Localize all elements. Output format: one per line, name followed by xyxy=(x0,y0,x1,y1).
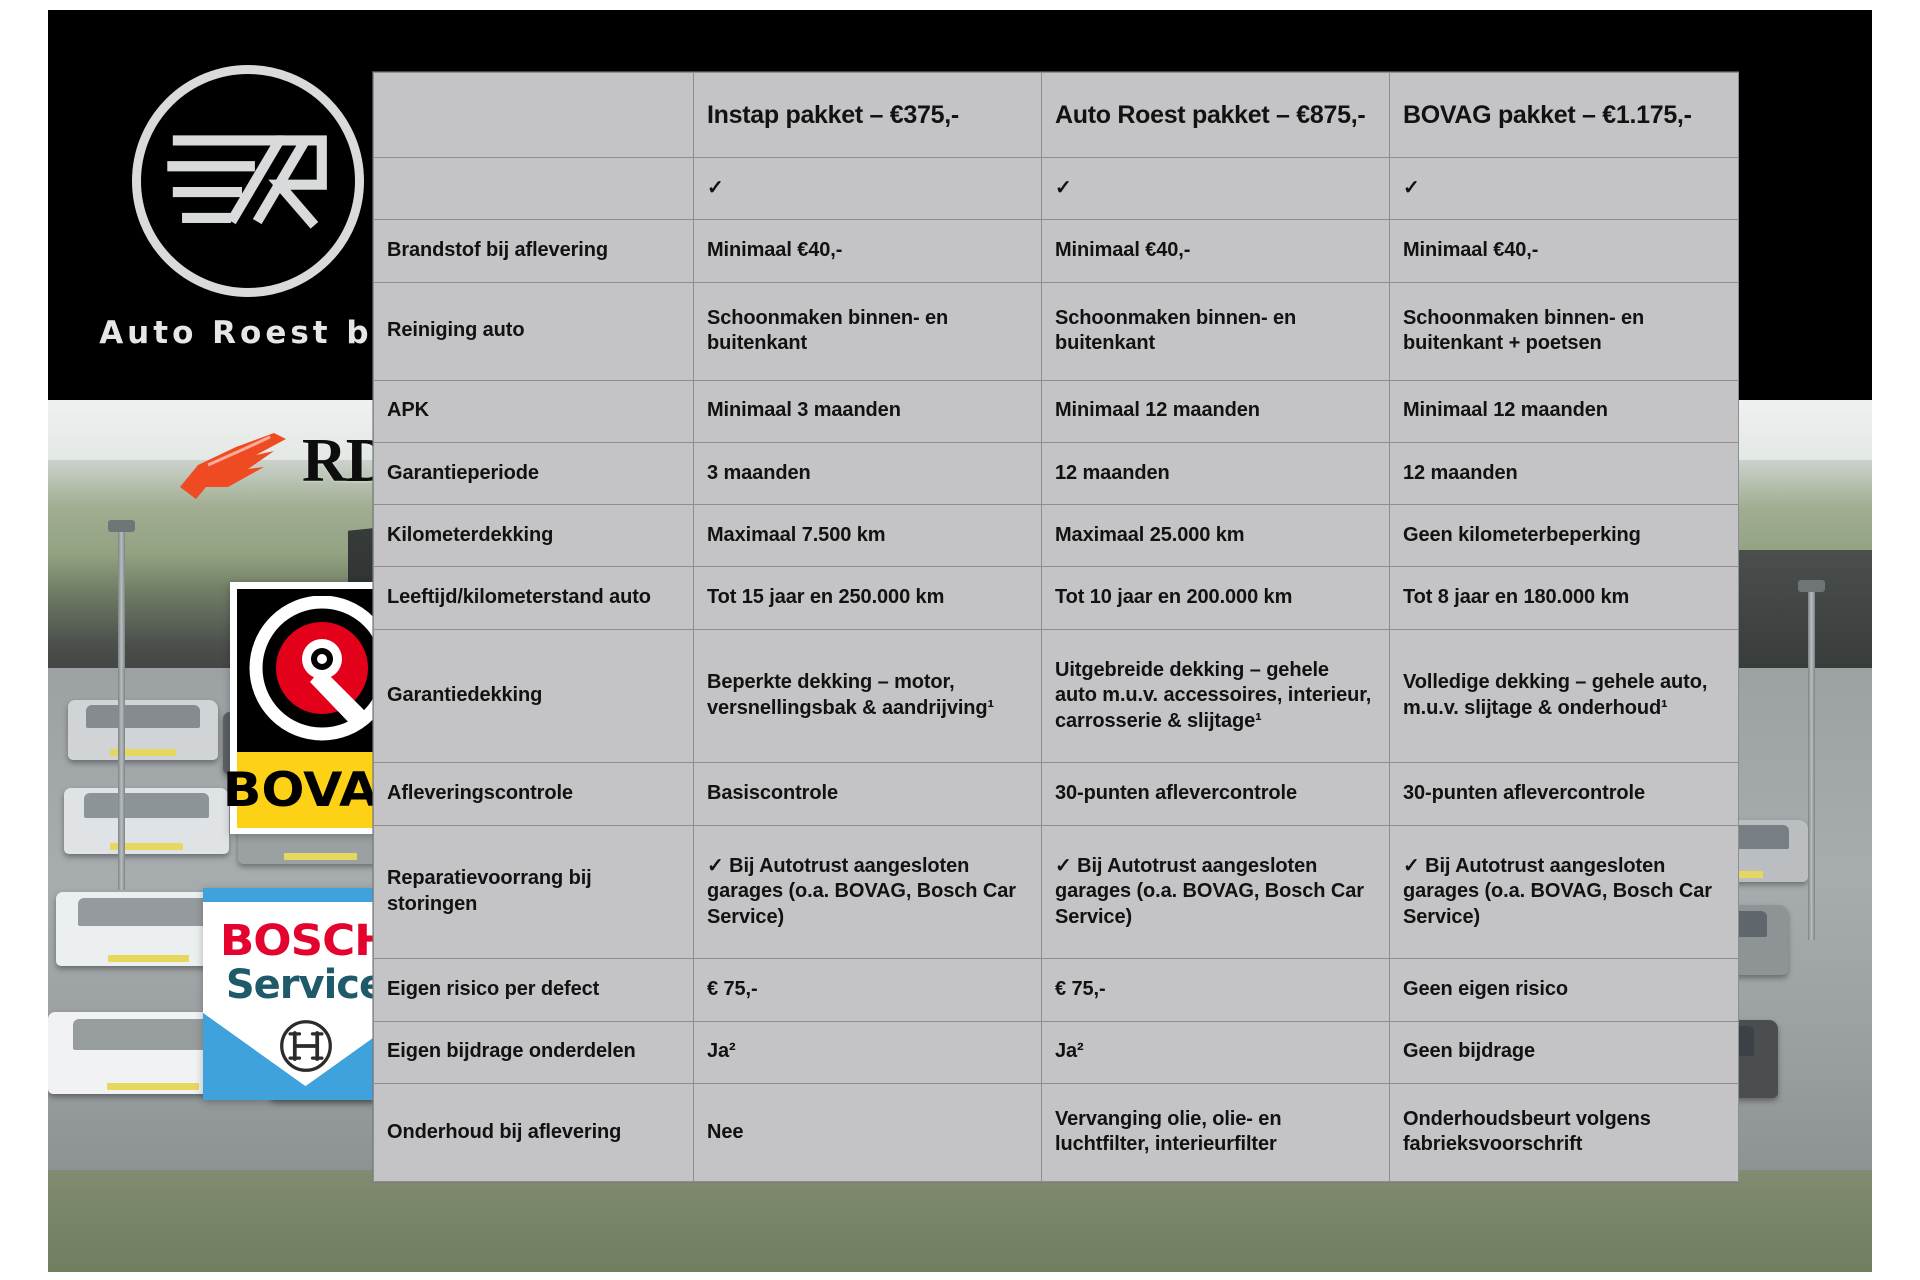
row-label: Garantieperiode xyxy=(373,441,694,506)
rdw-orange-car-icon xyxy=(178,421,298,501)
table-row: Eigen bijdrage onderdelen Ja² Ja² Geen b… xyxy=(373,1020,1739,1084)
row-value-instap: ✓ Bij Autotrust aangesloten garages (o.a… xyxy=(693,824,1042,960)
auto-roest-circle-7r-mark xyxy=(132,65,364,297)
row-value-bovag: ✓ Bij Autotrust aangesloten garages (o.a… xyxy=(1389,824,1739,960)
row-value-bovag: 12 maanden xyxy=(1389,441,1739,506)
table-row: ✓ ✓ ✓ xyxy=(373,157,1739,221)
row-value-instap: Nee xyxy=(693,1082,1042,1183)
row-value-instap: Schoonmaken binnen- en buitenkant xyxy=(693,281,1042,381)
row-value-autoroest: ✓ xyxy=(1041,157,1390,221)
table-row: Reiniging auto Schoonmaken binnen- en bu… xyxy=(373,281,1739,381)
row-value-autoroest: 30-punten aflevercontrole xyxy=(1041,762,1390,826)
row-value-bovag: Geen kilometerbeperking xyxy=(1389,504,1739,568)
row-value-instap: Basiscontrole xyxy=(693,762,1042,826)
header-cell-autoroest: Auto Roest pakket – €875,- xyxy=(1041,71,1390,159)
table-row: APK Minimaal 3 maanden Minimaal 12 maand… xyxy=(373,379,1739,443)
seven-r-icon xyxy=(167,135,327,229)
table-row: Eigen risico per defect € 75,- € 75,- Ge… xyxy=(373,958,1739,1022)
row-label: Onderhoud bij aflevering xyxy=(373,1082,694,1183)
comparison-table: Instap pakket – €375,- Auto Roest pakket… xyxy=(373,71,1739,1183)
row-value-autoroest: Uitgebreide dekking – gehele auto m.u.v.… xyxy=(1041,628,1390,764)
table-row: Onderhoud bij aflevering Nee Vervanging … xyxy=(373,1082,1739,1183)
row-value-instap: € 75,- xyxy=(693,958,1042,1022)
row-value-bovag: Onderhoudsbeurt volgens fabrieksvoorschr… xyxy=(1389,1082,1739,1183)
row-value-bovag: Schoonmaken binnen- en buitenkant + poet… xyxy=(1389,281,1739,381)
row-value-bovag: Geen bijdrage xyxy=(1389,1020,1739,1084)
row-label: Eigen bijdrage onderdelen xyxy=(373,1020,694,1084)
row-value-instap: ✓ xyxy=(693,157,1042,221)
table-row: Reparatievoorrang bij storingen ✓ Bij Au… xyxy=(373,824,1739,960)
row-label: Eigen risico per defect xyxy=(373,958,694,1022)
row-label xyxy=(373,157,694,221)
header-cell-blank xyxy=(373,71,694,159)
table-row: Kilometerdekking Maximaal 7.500 km Maxim… xyxy=(373,504,1739,568)
row-value-autoroest: Minimaal €40,- xyxy=(1041,219,1390,283)
row-value-instap: Minimaal €40,- xyxy=(693,219,1042,283)
row-value-instap: Minimaal 3 maanden xyxy=(693,379,1042,443)
row-value-bovag: Geen eigen risico xyxy=(1389,958,1739,1022)
header-cell-instap: Instap pakket – €375,- xyxy=(693,71,1042,159)
row-label: Afleveringscontrole xyxy=(373,762,694,826)
row-value-instap: Beperkte dekking – motor, versnellingsba… xyxy=(693,628,1042,764)
row-value-autoroest: Maximaal 25.000 km xyxy=(1041,504,1390,568)
row-label: Garantiedekking xyxy=(373,628,694,764)
row-label: Reiniging auto xyxy=(373,281,694,381)
row-value-instap: 3 maanden xyxy=(693,441,1042,506)
row-value-autoroest: ✓ Bij Autotrust aangesloten garages (o.a… xyxy=(1041,824,1390,960)
table-row: Brandstof bij aflevering Minimaal €40,- … xyxy=(373,219,1739,283)
row-value-autoroest: Tot 10 jaar en 200.000 km xyxy=(1041,566,1390,630)
row-label: Reparatievoorrang bij storingen xyxy=(373,824,694,960)
package-comparison-table: Instap pakket – €375,- Auto Roest pakket… xyxy=(373,71,1739,1183)
row-value-autoroest: Ja² xyxy=(1041,1020,1390,1084)
table-row: Garantiedekking Beperkte dekking – motor… xyxy=(373,628,1739,764)
bosch-service-wordmark: Service xyxy=(225,962,386,1008)
bosch-armature-icon xyxy=(279,1020,332,1072)
photo-car xyxy=(68,700,218,760)
row-value-autoroest: Schoonmaken binnen- en buitenkant xyxy=(1041,281,1390,381)
row-value-autoroest: Minimaal 12 maanden xyxy=(1041,379,1390,443)
row-value-instap: Ja² xyxy=(693,1020,1042,1084)
table-row: Afleveringscontrole Basiscontrole 30-pun… xyxy=(373,762,1739,826)
photo-lightpole xyxy=(1798,580,1825,940)
row-value-bovag: ✓ xyxy=(1389,157,1739,221)
row-value-instap: Maximaal 7.500 km xyxy=(693,504,1042,568)
photo-lightpole xyxy=(108,520,135,890)
slide-backdrop: Auto Roest bv RDW xyxy=(48,10,1872,1272)
photo-grass xyxy=(48,1170,1872,1272)
row-value-autoroest: € 75,- xyxy=(1041,958,1390,1022)
table-header-row: Instap pakket – €375,- Auto Roest pakket… xyxy=(373,71,1739,159)
photo-car xyxy=(64,788,229,854)
row-label: Brandstof bij aflevering xyxy=(373,219,694,283)
table-row: Garantieperiode 3 maanden 12 maanden 12 … xyxy=(373,441,1739,506)
row-label: Leeftijd/kilometerstand auto xyxy=(373,566,694,630)
table-row: Leeftijd/kilometerstand auto Tot 15 jaar… xyxy=(373,566,1739,630)
row-value-bovag: Minimaal 12 maanden xyxy=(1389,379,1739,443)
row-value-autoroest: Vervanging olie, olie- en luchtfilter, i… xyxy=(1041,1082,1390,1183)
row-value-bovag: Tot 8 jaar en 180.000 km xyxy=(1389,566,1739,630)
row-value-bovag: 30-punten aflevercontrole xyxy=(1389,762,1739,826)
row-value-bovag: Minimaal €40,- xyxy=(1389,219,1739,283)
row-label: Kilometerdekking xyxy=(373,504,694,568)
row-value-autoroest: 12 maanden xyxy=(1041,441,1390,506)
bosch-wordmark: BOSCH xyxy=(220,916,392,966)
row-value-instap: Tot 15 jaar en 250.000 km xyxy=(693,566,1042,630)
row-value-bovag: Volledige dekking – gehele auto, m.u.v. … xyxy=(1389,628,1739,764)
auto-roest-wordmark: Auto Roest bv xyxy=(99,315,397,351)
header-cell-bovag: BOVAG pakket – €1.175,- xyxy=(1389,71,1739,159)
row-label: APK xyxy=(373,379,694,443)
